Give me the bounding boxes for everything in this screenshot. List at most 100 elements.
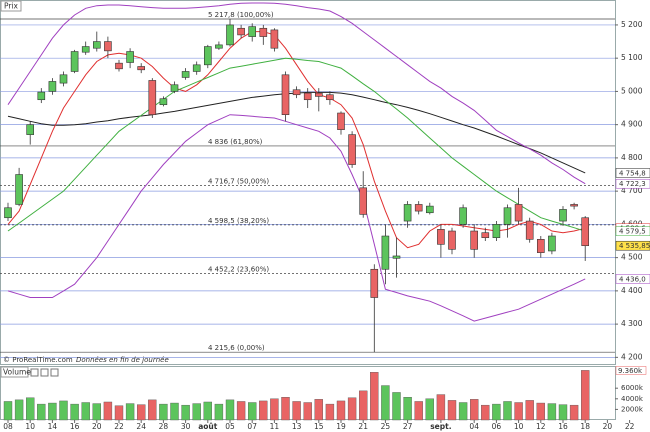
candle-body [37, 91, 46, 101]
candle-body [15, 174, 23, 205]
copyright: © ProRealTime.com [3, 356, 73, 364]
candle-body [159, 98, 168, 106]
volume-bar [514, 402, 523, 421]
note: Données en fin de journée [76, 356, 169, 364]
volume-bar [148, 399, 157, 421]
candle-body [503, 207, 512, 225]
volume-bar [347, 397, 357, 421]
price-tag-label: 4 579,5 [619, 228, 646, 236]
volume-bar [525, 400, 534, 421]
candle-body [181, 71, 190, 78]
overlay-line [7, 2, 586, 185]
candle-body [148, 80, 157, 115]
x-tick-label: 18 [580, 422, 590, 431]
price-panel [0, 0, 616, 365]
panel-label-box [0, 0, 22, 12]
icon[interactable] [40, 368, 49, 377]
candle-body [559, 209, 567, 222]
volume-bar [325, 403, 335, 421]
volume-bar [26, 397, 35, 421]
icon[interactable] [50, 368, 59, 377]
level-label: 4 598,5 (38,20%) [208, 217, 269, 225]
level-label: 4 716,7 (50,00%) [208, 178, 269, 186]
x-tick-label: août [198, 422, 218, 431]
x-tick-label: 24 [136, 422, 146, 431]
overlay-line [7, 57, 586, 232]
level-label: 4 836 (61,80%) [208, 138, 263, 146]
candle-body [281, 74, 290, 115]
candle-body [448, 230, 456, 250]
x-tick-label: 16 [70, 422, 80, 431]
volume-bar [569, 404, 579, 421]
volume-bar [281, 397, 290, 421]
candle-body [204, 46, 212, 66]
volume-bar [458, 402, 468, 421]
volume-bar [236, 401, 246, 421]
volume-bar [547, 403, 557, 421]
price-tag-label: 4 436,0 [619, 275, 646, 283]
x-tick-label: sept. [430, 422, 452, 431]
price-tag [615, 168, 650, 178]
candle-body [215, 44, 223, 49]
x-tick-label: 22 [114, 422, 124, 431]
price-tag [615, 178, 650, 189]
volume-bar [314, 399, 323, 421]
icon[interactable] [30, 368, 39, 377]
candle-body [326, 94, 334, 101]
volume-tick-label: 2000k [621, 405, 644, 413]
price-tag-label: 4 722,3 [619, 180, 646, 188]
candle-body [48, 81, 57, 92]
candle-body [248, 26, 256, 37]
candle-body [237, 27, 245, 36]
candle-body [381, 235, 390, 270]
candle-body [514, 204, 523, 222]
candle-body [525, 220, 534, 240]
candle-body [348, 134, 356, 165]
candle-body [170, 84, 179, 92]
x-tick-label: 06 [492, 422, 502, 431]
x-tick-label: 22 [625, 422, 635, 431]
candle-body [492, 224, 501, 238]
volume-bar [70, 403, 79, 421]
y-tick-label: 4 700 [621, 186, 643, 195]
candle-body [93, 41, 101, 49]
volume-tick-label: 4000k [621, 395, 644, 403]
candle-body [548, 235, 556, 252]
volume-bar [292, 401, 301, 421]
x-tick-label: 13 [292, 422, 302, 431]
volume-label-box [0, 366, 29, 378]
volume-bar [581, 370, 590, 421]
volume-tick-label: 6000k [621, 384, 644, 392]
volume-bar [225, 399, 235, 421]
volume-bar [303, 402, 312, 421]
x-tick-label: 25 [381, 422, 391, 431]
y-tick-label: 4 800 [621, 153, 643, 162]
volume-bar [447, 400, 457, 421]
volume-bar [492, 403, 501, 421]
volume-bar [214, 403, 224, 421]
candle-body [115, 62, 123, 70]
x-tick-label: 08 [3, 422, 13, 431]
volume-bar [403, 397, 412, 421]
candle-body [303, 92, 312, 101]
candle-body [26, 124, 35, 135]
x-tick-label: 10 [514, 422, 524, 431]
x-tick-label: 16 [558, 422, 568, 431]
candle-body [370, 268, 379, 298]
volume-bar [381, 385, 390, 421]
candle-body [226, 24, 234, 46]
volume-bar [359, 390, 368, 421]
panel-label: Prix [4, 2, 19, 11]
x-tick-label: 20 [603, 422, 613, 431]
y-tick-label: 4 900 [621, 120, 643, 129]
candle-body [314, 92, 323, 97]
volume-bar [81, 402, 90, 421]
candle-body [481, 232, 490, 238]
price-tag [615, 240, 650, 251]
volume-bar [425, 398, 434, 421]
volume-label: Volume [3, 368, 31, 377]
volume-bar [125, 403, 135, 421]
volume-bar [414, 401, 423, 421]
